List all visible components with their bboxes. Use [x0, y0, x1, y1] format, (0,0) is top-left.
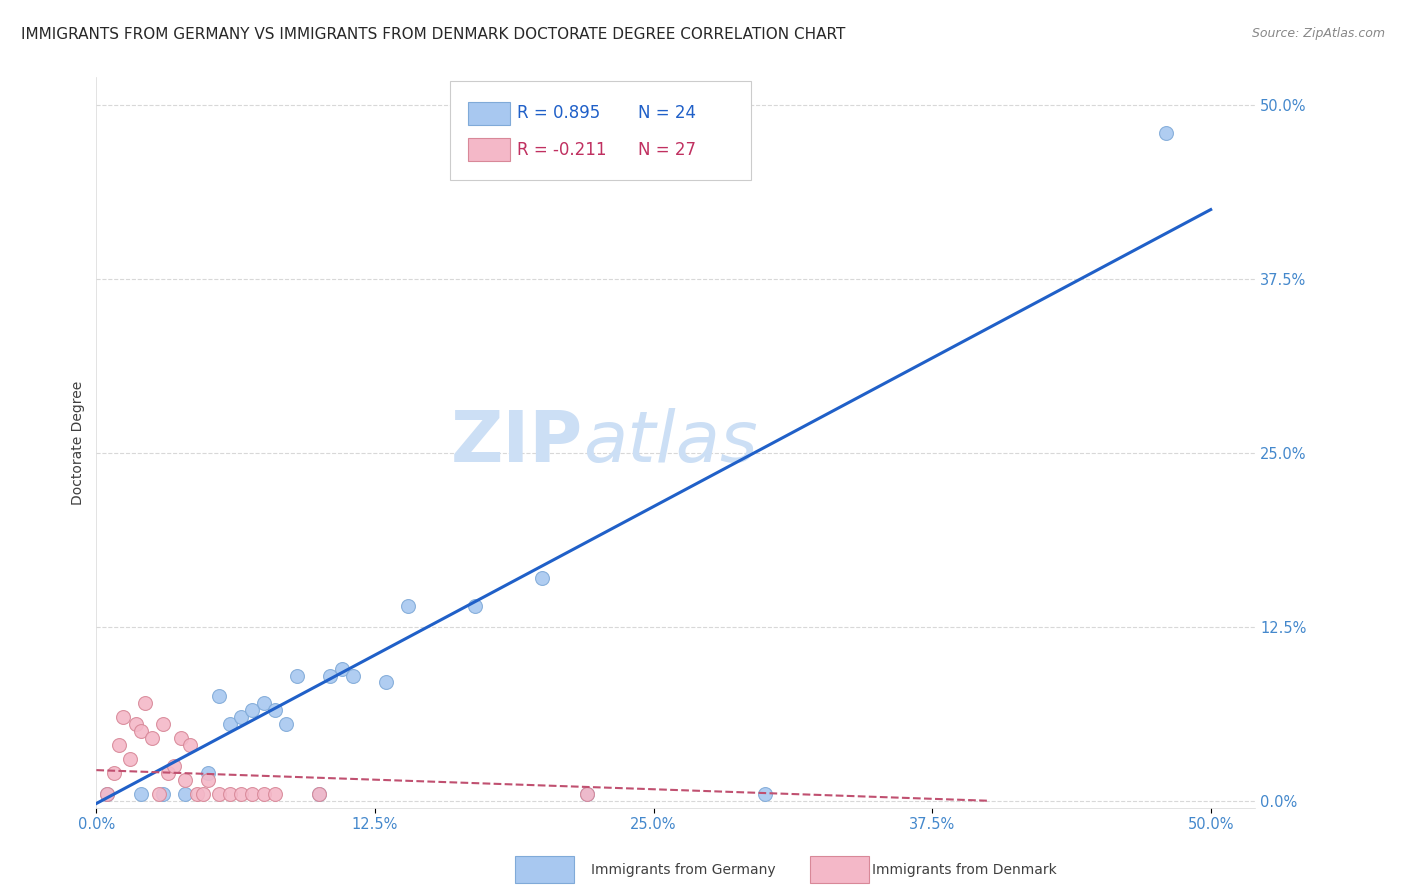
Point — [240, 787, 263, 801]
Point — [125, 717, 148, 731]
Point — [231, 787, 253, 801]
Point — [308, 787, 330, 801]
Point — [174, 772, 197, 787]
FancyBboxPatch shape — [468, 102, 510, 125]
Point — [219, 787, 242, 801]
Point — [118, 752, 141, 766]
FancyBboxPatch shape — [468, 138, 510, 161]
Point — [129, 724, 152, 739]
Point — [252, 697, 274, 711]
Point — [197, 772, 219, 787]
Point — [186, 787, 208, 801]
Point — [263, 703, 285, 717]
Point — [285, 668, 308, 682]
Point — [134, 697, 156, 711]
Point — [319, 668, 342, 682]
Point — [231, 710, 253, 724]
FancyBboxPatch shape — [450, 81, 751, 179]
Point — [219, 717, 242, 731]
Text: atlas: atlas — [583, 408, 758, 477]
Point — [129, 787, 152, 801]
Text: R = 0.895: R = 0.895 — [517, 104, 600, 122]
Text: Source: ZipAtlas.com: Source: ZipAtlas.com — [1251, 27, 1385, 40]
Point — [375, 675, 398, 690]
Point — [1154, 126, 1177, 140]
Point — [208, 690, 231, 704]
Point — [152, 717, 174, 731]
Point — [308, 787, 330, 801]
Point — [152, 787, 174, 801]
Point — [107, 738, 129, 752]
Point — [163, 759, 186, 773]
Point — [208, 787, 231, 801]
Point — [141, 731, 163, 746]
Point — [156, 765, 179, 780]
Y-axis label: Doctorate Degree: Doctorate Degree — [72, 380, 86, 505]
Point — [197, 765, 219, 780]
Point — [96, 787, 118, 801]
Point — [179, 738, 201, 752]
Point — [148, 787, 170, 801]
Point — [170, 731, 193, 746]
Point — [575, 787, 598, 801]
Text: ZIP: ZIP — [451, 408, 583, 477]
Point — [112, 710, 135, 724]
Text: N = 24: N = 24 — [637, 104, 696, 122]
Text: R = -0.211: R = -0.211 — [517, 141, 606, 159]
Point — [263, 787, 285, 801]
Point — [103, 765, 125, 780]
Point — [464, 599, 486, 613]
Point — [240, 703, 263, 717]
Point — [342, 668, 364, 682]
Text: Immigrants from Denmark: Immigrants from Denmark — [872, 863, 1056, 877]
Point — [396, 599, 419, 613]
Point — [96, 787, 118, 801]
Point — [252, 787, 274, 801]
Point — [754, 787, 776, 801]
Text: N = 27: N = 27 — [637, 141, 696, 159]
Point — [274, 717, 297, 731]
Point — [575, 787, 598, 801]
Point — [330, 662, 353, 676]
Text: Immigrants from Germany: Immigrants from Germany — [591, 863, 775, 877]
Point — [531, 571, 554, 585]
Text: IMMIGRANTS FROM GERMANY VS IMMIGRANTS FROM DENMARK DOCTORATE DEGREE CORRELATION : IMMIGRANTS FROM GERMANY VS IMMIGRANTS FR… — [21, 27, 845, 42]
Point — [174, 787, 197, 801]
Point — [193, 787, 215, 801]
